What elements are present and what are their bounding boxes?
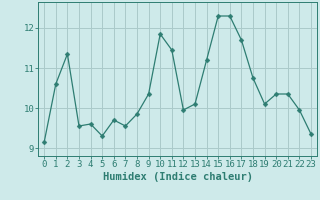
X-axis label: Humidex (Indice chaleur): Humidex (Indice chaleur) [103, 172, 252, 182]
